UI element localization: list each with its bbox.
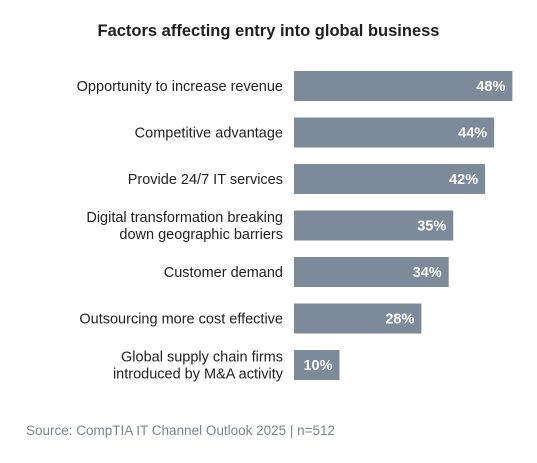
bar-value-label: 28%: [385, 312, 414, 328]
bar: [294, 71, 513, 101]
category-label: Provide 24/7 IT services: [128, 172, 283, 188]
category-label-line: Digital transformation breaking: [86, 210, 283, 226]
category-label-line: introduced by M&A activity: [113, 367, 284, 383]
bar-value-label: 35%: [417, 219, 446, 235]
category-label: Competitive advantage: [135, 126, 283, 142]
bar-value-label: 10%: [303, 358, 332, 374]
category-label-line: Outsourcing more cost effective: [79, 312, 283, 328]
category-label: Digital transformation breaking down geog…: [86, 210, 283, 243]
bar-chart: 48% Opportunity to increase revenue 44% Com…: [77, 71, 513, 383]
chart-title: Factors affecting entry into global busi…: [97, 22, 440, 40]
bar: [294, 257, 449, 287]
bar-value-label: 48%: [476, 79, 505, 95]
category-label-line: Opportunity to increase revenue: [77, 79, 283, 95]
bar-value-label: 44%: [458, 126, 487, 142]
category-label-line: Competitive advantage: [135, 126, 283, 142]
bar-value-label: 42%: [449, 172, 478, 188]
category-label: Opportunity to increase revenue: [77, 79, 283, 95]
category-label-line: Customer demand: [164, 265, 283, 281]
bar: [294, 303, 422, 334]
bar: [294, 210, 454, 241]
category-label-line: Global supply chain firms: [121, 350, 283, 366]
bar-value-label: 34%: [413, 265, 442, 281]
source-note: Source: CompTIA IT Channel Outlook 2025 …: [26, 423, 336, 438]
category-label: Global supply chain firms introduced by M…: [113, 350, 284, 383]
category-label: Outsourcing more cost effective: [79, 312, 283, 328]
bar: [294, 117, 495, 148]
category-label-line: Provide 24/7 IT services: [128, 172, 283, 188]
category-label: Customer demand: [164, 265, 283, 281]
bar: [294, 350, 340, 380]
category-label-line: down geographic barriers: [119, 227, 283, 243]
bar: [294, 164, 486, 194]
